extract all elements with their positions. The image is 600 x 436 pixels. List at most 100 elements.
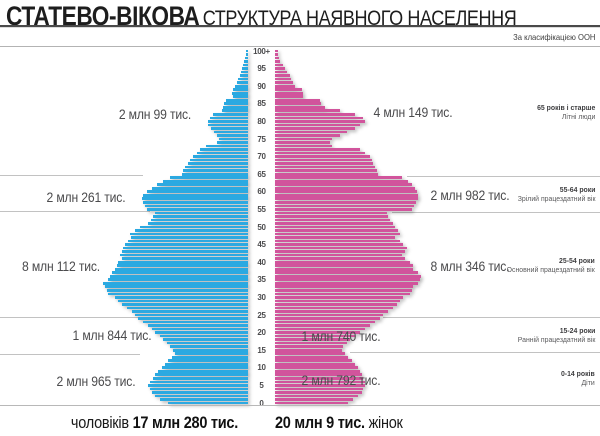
female-bar-age-74: [275, 141, 331, 144]
chart-baseline: [0, 405, 600, 406]
male-bar-age-74: [217, 141, 248, 144]
female-word: жінок: [368, 414, 403, 432]
male-bar-age-18: [162, 338, 248, 341]
male-bar-age-68: [188, 162, 248, 165]
male-bar-age-73: [206, 144, 248, 148]
male-bar-age-44: [122, 246, 248, 250]
female-bar-age-36: [275, 274, 422, 278]
female-bar-age-49: [275, 229, 398, 232]
female-bar-age-37: [275, 271, 418, 275]
female-bar-age-16: [275, 345, 344, 349]
female-bar-age-62: [275, 183, 413, 187]
female-bar-age-93: [275, 74, 291, 77]
female-bar-age-91: [275, 81, 294, 85]
female-bar-age-10: [275, 366, 358, 370]
male-bar-age-63: [162, 179, 248, 183]
female-bar-age-72: [275, 148, 361, 151]
male-bar-age-86: [226, 98, 248, 102]
male-bar-age-41: [121, 257, 248, 261]
male-bar-age-6: [149, 380, 248, 384]
male-bar-age-19: [159, 334, 248, 338]
female-total-55-64: 2 млн 982 тис.: [430, 187, 510, 203]
age-tick-50: 50: [257, 222, 266, 232]
group-divider: [0, 211, 150, 212]
male-bar-age-57: [143, 201, 248, 204]
age-tick-15: 15: [257, 345, 266, 355]
female-bar-age-59: [275, 193, 418, 197]
female-bar-age-100: [275, 49, 278, 53]
female-bar-age-32: [275, 289, 413, 292]
female-bar-age-41: [275, 257, 405, 261]
male-bar-age-87: [232, 95, 248, 99]
male-bar-age-52: [150, 218, 248, 222]
male-bar-age-58: [141, 197, 248, 201]
female-bar-age-88: [275, 91, 304, 95]
female-bar-age-65: [275, 172, 378, 176]
male-bar-age-48: [129, 232, 248, 236]
male-bar-age-94: [240, 70, 248, 74]
category-label: Основний працездатний вік: [506, 264, 595, 274]
female-total-0-14: 2 млн 792 тис.: [301, 372, 381, 388]
male-bar-age-11: [165, 362, 248, 366]
male-bar-age-53: [152, 215, 248, 218]
male-bar-age-10: [161, 366, 248, 370]
male-bar-age-8: [155, 373, 248, 377]
female-bar-age-86: [275, 98, 321, 102]
female-total-25-54: 8 млн 346 тис.: [430, 258, 510, 274]
female-bar-age-89: [275, 88, 303, 92]
male-bar-age-27: [127, 306, 248, 310]
female-bar-age-87: [275, 95, 304, 99]
female-bar-age-45: [275, 243, 404, 246]
female-bar-age-81: [275, 116, 364, 120]
female-bar-age-56: [275, 204, 415, 208]
female-bar-age-67: [275, 165, 375, 169]
female-total-65plus: 4 млн 149 тис.: [373, 104, 453, 120]
male-bar-age-4: [149, 387, 248, 391]
male-bar-age-39: [117, 264, 248, 268]
female-bar-age-30: [275, 296, 404, 299]
male-total-55-64: 2 млн 261 тис.: [46, 189, 126, 205]
age-tick-100+: 100+: [253, 46, 270, 56]
female-bar-age-53: [275, 215, 388, 218]
male-word: чоловіків: [70, 414, 129, 432]
male-bar-age-13: [171, 355, 248, 359]
male-bar-age-76: [217, 134, 248, 137]
male-bar-age-24: [138, 317, 248, 320]
male-bar-age-84: [222, 105, 248, 109]
female-bar-age-97: [275, 60, 281, 63]
male-bar-age-1: [159, 398, 248, 401]
group-label-55-64: 55-64 роки Зрілий працездатний вік: [517, 185, 595, 203]
female-bar-age-46: [275, 239, 401, 243]
female-bar-age-3: [275, 391, 363, 394]
male-bar-age-69: [189, 158, 248, 162]
female-bar-age-39: [275, 264, 414, 268]
age-tick-10: 10: [257, 363, 266, 373]
age-tick-65: 65: [257, 169, 266, 179]
female-bar-age-68: [275, 162, 374, 165]
age-tick-20: 20: [257, 328, 266, 338]
female-bar-age-71: [275, 151, 365, 155]
male-bar-age-93: [239, 74, 248, 77]
category-label: Зрілий працездатний вік: [517, 193, 595, 203]
female-bar-age-96: [275, 63, 284, 67]
male-bar-age-45: [125, 243, 248, 246]
category-label: Діти: [581, 377, 595, 387]
male-bar-age-66: [182, 169, 248, 173]
male-bar-age-3: [151, 391, 248, 394]
male-bar-age-26: [131, 310, 248, 313]
female-bar-age-69: [275, 158, 373, 162]
female-bar-age-38: [275, 267, 414, 271]
male-bar-age-72: [199, 148, 248, 151]
male-bar-age-40: [118, 260, 248, 264]
male-grand-total: чоловіків 17 млн 280 тис.: [62, 414, 238, 433]
group-divider: [392, 212, 600, 213]
male-bar-age-90: [235, 84, 248, 88]
female-bar-age-70: [275, 155, 371, 158]
male-bar-age-12: [168, 359, 248, 363]
page-title: СТАТЕВО-ВІКОВА СТРУКТУРА НАЯВНОГО НАСЕЛЕ…: [6, 1, 517, 32]
female-bar-age-85: [275, 102, 322, 106]
female-bar-age-58: [275, 197, 418, 201]
age-tick-5: 5: [259, 380, 264, 390]
male-bar-age-7: [152, 377, 248, 380]
